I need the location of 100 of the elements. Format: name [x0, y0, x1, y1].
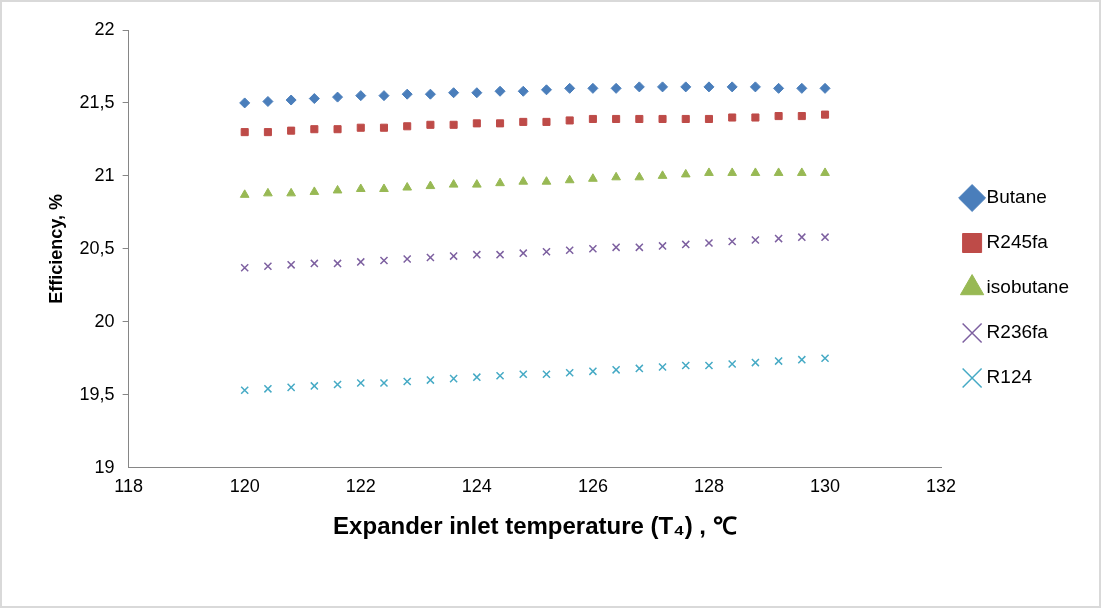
point [239, 189, 250, 198]
point [588, 367, 598, 376]
point [401, 88, 413, 100]
point [728, 113, 737, 122]
point [263, 384, 273, 394]
point [633, 81, 645, 93]
point [726, 81, 738, 93]
point [517, 85, 529, 97]
point [657, 81, 669, 93]
point [356, 378, 366, 388]
point [565, 368, 574, 378]
point [540, 84, 552, 96]
legend-label: Butane [986, 186, 1047, 208]
point [797, 232, 807, 242]
x-tick-label: 118 [114, 476, 143, 497]
point [309, 186, 320, 195]
legend-label: R124 [986, 366, 1033, 388]
point [750, 167, 761, 176]
point [704, 361, 714, 370]
legend-label: isobutane [986, 276, 1069, 298]
point [658, 114, 667, 124]
point [681, 361, 691, 370]
point [355, 183, 366, 192]
point [542, 247, 551, 256]
point [448, 179, 459, 188]
y-tick-label: 21 [94, 164, 115, 185]
y-tick-label: 22 [94, 18, 115, 39]
point [751, 358, 760, 367]
point [635, 243, 644, 252]
point [820, 232, 830, 242]
point [820, 353, 830, 363]
point [378, 90, 390, 102]
point [495, 177, 505, 187]
point [424, 88, 436, 100]
x-tick-label: 132 [926, 476, 957, 497]
point [820, 167, 830, 176]
x-tick-label: 126 [577, 476, 608, 497]
point [542, 369, 551, 379]
point [610, 82, 622, 94]
point [611, 171, 621, 181]
point [356, 257, 366, 267]
point [542, 117, 551, 126]
point [774, 112, 783, 121]
point [588, 114, 597, 124]
point [263, 128, 272, 137]
point [472, 250, 482, 259]
point [796, 82, 808, 94]
point [379, 378, 389, 388]
x-tick-label: 122 [345, 476, 376, 497]
point [773, 82, 785, 94]
point [751, 235, 760, 245]
x-tick-label: 130 [810, 476, 841, 497]
point [796, 167, 807, 176]
point [262, 95, 274, 107]
point [774, 356, 783, 366]
point [681, 114, 690, 124]
point [703, 81, 715, 93]
point [727, 359, 737, 369]
point [819, 82, 831, 94]
point [426, 120, 435, 129]
point [332, 91, 344, 103]
point [472, 179, 482, 188]
point [286, 383, 296, 392]
point [751, 113, 760, 122]
point [286, 187, 296, 197]
point [541, 176, 552, 185]
point [727, 167, 738, 176]
point [240, 263, 249, 273]
point [564, 82, 576, 94]
point [634, 171, 645, 181]
point [496, 119, 505, 128]
x-axis-title: Expander inlet temperature (T₄) , ℃ [333, 512, 737, 540]
point [565, 116, 574, 125]
point [402, 182, 413, 191]
point [426, 375, 435, 385]
y-tick-label: 20,5 [79, 237, 115, 258]
point [332, 184, 343, 194]
point [263, 262, 273, 271]
point [355, 90, 367, 102]
point [519, 117, 528, 126]
point [727, 237, 737, 246]
point [658, 362, 667, 372]
point [425, 180, 436, 190]
y-axis-title: Efficiency, % [45, 193, 66, 304]
point [612, 114, 621, 124]
point [681, 240, 691, 249]
point [263, 187, 273, 197]
point [449, 120, 458, 129]
point [310, 125, 319, 134]
x-tick-label: 120 [229, 476, 260, 497]
point [310, 381, 319, 391]
point [494, 85, 506, 97]
point [773, 167, 784, 176]
point [379, 256, 389, 265]
point [749, 81, 761, 93]
point [797, 355, 807, 364]
point [657, 170, 668, 179]
point [564, 174, 575, 184]
point [495, 371, 505, 380]
point [472, 119, 481, 128]
